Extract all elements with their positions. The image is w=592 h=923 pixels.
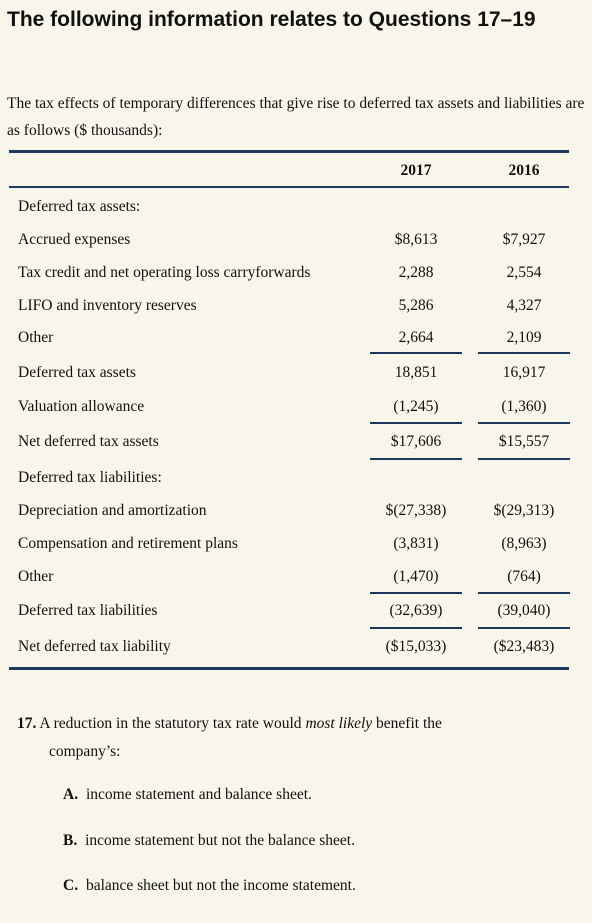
value-2017: (3,831) <box>393 535 439 552</box>
row-label: Compensation and retirement plans <box>18 535 238 552</box>
table-row: Net deferred tax liability ($15,033) ($2… <box>0 638 592 658</box>
column-header-2016: 2016 <box>508 162 540 179</box>
value-2017: (1,470) <box>393 568 439 585</box>
value-2017: $17,606 <box>390 433 442 450</box>
question-emphasis: most likely <box>305 715 373 732</box>
option-c[interactable]: C. balance sheet but not the income stat… <box>63 877 356 895</box>
option-letter: A. <box>63 786 79 803</box>
value-2016: 2,554 <box>506 264 542 281</box>
question-17: 17. A reduction in the statutory tax rat… <box>17 710 582 766</box>
intro-paragraph: The tax effects of temporary differences… <box>7 95 585 139</box>
option-text: income statement but not the balance she… <box>85 832 355 849</box>
value-2016: $(29,313) <box>493 502 555 519</box>
value-2017: ($15,033) <box>385 638 447 655</box>
row-label: Other <box>18 329 54 346</box>
row-label: Net deferred tax assets <box>18 433 159 450</box>
table-row: Tax credit and net operating loss carryf… <box>0 264 592 284</box>
table-top-rule <box>9 150 569 153</box>
table-row: LIFO and inventory reserves 5,286 4,327 <box>0 297 592 317</box>
value-2016: (39,040) <box>497 602 551 619</box>
row-label: Deferred tax liabilities: <box>18 469 162 486</box>
value-2017: 5,286 <box>398 297 434 314</box>
option-text: income statement and balance sheet. <box>85 786 312 803</box>
row-label: Accrued expenses <box>18 231 131 248</box>
subtotal-rule-2016 <box>478 422 570 424</box>
value-2017: 2,288 <box>398 264 434 281</box>
subtotal-rule-2017 <box>370 627 462 629</box>
value-2016: $15,557 <box>498 433 550 450</box>
value-2017: (1,245) <box>393 398 439 415</box>
value-2016: (764) <box>507 568 541 585</box>
table-row: Compensation and retirement plans (3,831… <box>0 535 592 555</box>
table-row: Net deferred tax assets $17,606 $15,557 <box>0 433 592 453</box>
option-letter: C. <box>63 877 79 894</box>
option-text: balance sheet but not the income stateme… <box>85 877 356 894</box>
row-label: Tax credit and net operating loss carryf… <box>18 264 311 281</box>
subtotal-rule-2017 <box>370 592 462 594</box>
subtotal-rule-2016 <box>478 352 570 354</box>
row-label: Deferred tax assets <box>18 364 136 381</box>
value-2016: 4,327 <box>506 297 542 314</box>
row-label: Net deferred tax liability <box>18 638 171 655</box>
value-2016: $7,927 <box>502 231 546 248</box>
value-2017: $(27,338) <box>385 502 447 519</box>
table-row: Accrued expenses $8,613 $7,927 <box>0 231 592 251</box>
table-bottom-rule <box>9 667 569 670</box>
table-row: Deferred tax liabilities (32,639) (39,04… <box>0 602 592 622</box>
table-row: Valuation allowance (1,245) (1,360) <box>0 398 592 418</box>
subtotal-rule-2016 <box>478 592 570 594</box>
value-2016: ($23,483) <box>493 638 555 655</box>
table-row: Deferred tax liabilities: <box>0 469 592 489</box>
table-row: Deferred tax assets 18,851 16,917 <box>0 364 592 384</box>
row-label: Other <box>18 568 54 585</box>
subtotal-rule-2017 <box>370 422 462 424</box>
value-2017: (32,639) <box>389 602 443 619</box>
table-row: Other (1,470) (764) <box>0 568 592 588</box>
value-2017: $8,613 <box>394 231 438 248</box>
option-a[interactable]: A. income statement and balance sheet. <box>63 786 312 804</box>
row-label: Deferred tax assets: <box>18 198 141 215</box>
value-2016: (1,360) <box>501 398 547 415</box>
value-2017: 2,664 <box>398 329 434 346</box>
value-2016: (8,963) <box>501 535 547 552</box>
table-row: Other 2,664 2,109 <box>0 329 592 349</box>
option-letter: B. <box>63 832 78 849</box>
subtotal-rule-2017 <box>370 352 462 354</box>
page-title: The following information relates to Que… <box>7 8 536 31</box>
question-text-start: A reduction in the statutory tax rate wo… <box>39 715 306 732</box>
value-2017: 18,851 <box>394 364 438 381</box>
table-header-rule <box>9 186 569 188</box>
column-header-2017: 2017 <box>400 162 432 179</box>
table-row: Depreciation and amortization $(27,338) … <box>0 502 592 522</box>
total-rule-2016 <box>478 458 570 460</box>
table-row: Deferred tax assets: <box>0 198 592 218</box>
value-2016: 16,917 <box>502 364 546 381</box>
row-label: Deferred tax liabilities <box>18 602 158 619</box>
question-text-line2: company’s: <box>49 743 121 760</box>
row-label: Depreciation and amortization <box>18 502 207 519</box>
option-b[interactable]: B. income statement but not the balance … <box>63 832 355 850</box>
row-label: LIFO and inventory reserves <box>18 297 197 314</box>
row-label: Valuation allowance <box>18 398 145 415</box>
value-2016: 2,109 <box>506 329 542 346</box>
question-text-end: benefit the <box>372 715 442 732</box>
subtotal-rule-2016 <box>478 627 570 629</box>
total-rule-2017 <box>370 458 462 460</box>
question-number: 17. <box>17 715 37 732</box>
